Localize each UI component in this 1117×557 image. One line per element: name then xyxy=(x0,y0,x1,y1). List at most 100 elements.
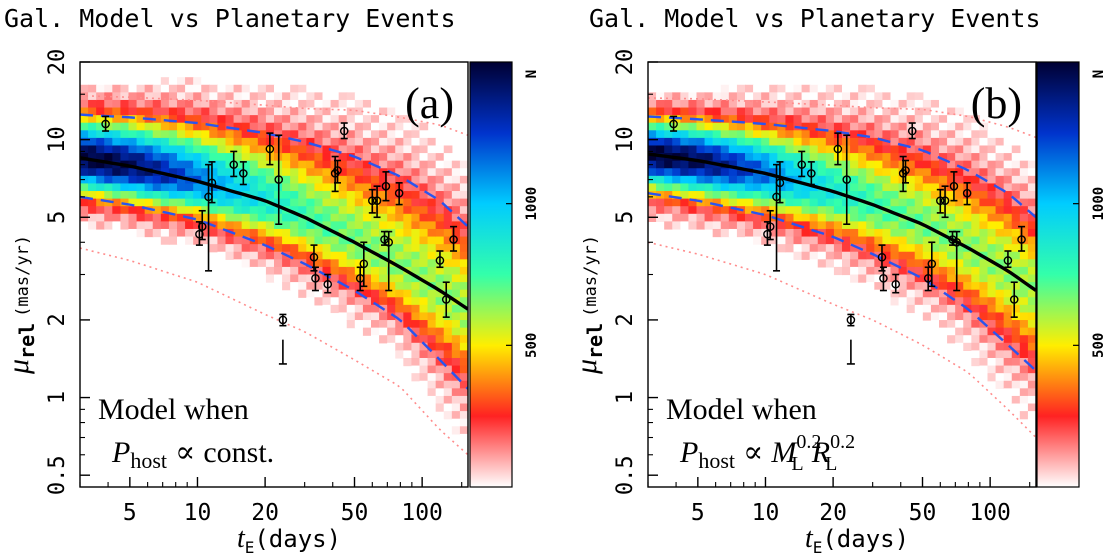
colorbar-gradient xyxy=(469,61,513,488)
event-marker xyxy=(333,166,342,175)
event-point xyxy=(833,132,843,166)
event-marker xyxy=(384,237,394,247)
chart-title: Gal. Model vs Planetary Events xyxy=(589,4,1041,33)
event-marker xyxy=(952,237,962,247)
event-point xyxy=(381,171,391,202)
x-tick-label: 5 xyxy=(123,500,137,526)
event-point xyxy=(807,161,816,186)
event-marker xyxy=(381,181,391,191)
event-point xyxy=(239,161,248,186)
event-point xyxy=(101,115,110,132)
event-point xyxy=(333,159,342,184)
x-tick-label: 100 xyxy=(401,500,443,526)
event-point xyxy=(907,122,917,140)
event-point xyxy=(441,281,451,318)
outer-band-lower xyxy=(648,241,1036,439)
event-point xyxy=(927,241,937,288)
event-marker xyxy=(309,252,319,262)
event-marker xyxy=(797,160,807,169)
x-axis-label: tE(days) xyxy=(237,523,341,557)
event-marker xyxy=(807,169,816,178)
x-tick-label: 100 xyxy=(969,500,1011,526)
model-annotation: Model when Phost ∝ M0.2 L R0.2 L xyxy=(666,393,855,475)
event-point xyxy=(367,188,377,214)
y-tick-label: 10 xyxy=(45,126,70,153)
x-tick-label: 20 xyxy=(251,500,279,526)
event-marker xyxy=(669,119,678,129)
event-point xyxy=(949,171,959,202)
annotation-line1: Model when xyxy=(666,393,817,426)
y-tick-label: 2 xyxy=(613,313,638,326)
y-tick-label: 10 xyxy=(613,126,638,153)
event-point xyxy=(359,241,369,288)
event-marker xyxy=(949,181,959,191)
event-marker xyxy=(339,126,349,136)
inner-band-upper xyxy=(648,115,1036,219)
x-tick-label: 10 xyxy=(752,500,780,526)
panel-label: (b) xyxy=(971,79,1022,128)
median-curve xyxy=(80,156,468,311)
annotation-formula: Phost ∝ const. xyxy=(111,436,274,473)
event-point xyxy=(765,209,775,241)
event-point xyxy=(891,273,901,294)
outer-band-upper xyxy=(80,94,468,136)
event-point xyxy=(449,225,458,252)
annotation-formula: Phost ∝ M0.2 L R0.2 L xyxy=(679,431,855,475)
density-heatmap xyxy=(80,77,468,443)
y-tick-label: 2 xyxy=(45,313,70,326)
event-point xyxy=(278,313,288,365)
event-point xyxy=(311,266,320,292)
event-point xyxy=(265,132,275,166)
x-tick-label: 5 xyxy=(691,500,705,526)
event-marker xyxy=(935,196,945,205)
y-axis-label: μrel(mas/yr) xyxy=(2,235,39,375)
event-marker xyxy=(278,315,288,325)
event-marker xyxy=(441,295,451,304)
event-marker xyxy=(394,188,404,198)
colorbar-tick-label: 1000 xyxy=(1091,187,1107,221)
y-axis: 0.5 1 2 5 10 20 xyxy=(613,49,658,495)
event-points xyxy=(101,115,458,365)
y-tick-label: 0.5 xyxy=(613,455,638,495)
y-tick-label: 1 xyxy=(613,391,638,404)
colorbar: 500 1000 N xyxy=(469,61,540,488)
y-tick-label: 5 xyxy=(45,211,70,224)
event-marker xyxy=(449,235,458,244)
event-marker xyxy=(274,175,284,184)
event-point xyxy=(879,266,888,292)
event-point xyxy=(339,122,349,140)
inner-band-lower xyxy=(80,195,468,390)
outer-band-lower xyxy=(80,247,468,456)
y-axis: 0.5 1 2 5 10 20 xyxy=(45,49,90,495)
event-marker xyxy=(435,256,445,265)
event-marker xyxy=(207,178,217,188)
event-marker xyxy=(775,178,785,188)
x-tick-label: 50 xyxy=(341,500,369,526)
x-tick-label: 20 xyxy=(819,500,847,526)
event-marker xyxy=(1009,295,1019,304)
event-point xyxy=(274,134,284,226)
event-point xyxy=(901,159,910,184)
event-point xyxy=(323,273,333,294)
event-point xyxy=(940,185,950,219)
event-marker xyxy=(891,279,901,289)
x-axis: 5 10 20 50 100 xyxy=(79,477,463,526)
event-marker xyxy=(1017,235,1026,244)
colorbar-label: N xyxy=(1091,70,1107,78)
event-point xyxy=(1003,250,1013,269)
event-marker xyxy=(962,188,972,198)
inner-band-upper xyxy=(80,113,468,228)
event-point xyxy=(842,134,852,226)
event-marker xyxy=(901,166,910,175)
formula-term: R xyxy=(811,436,830,469)
event-point xyxy=(669,115,678,132)
outer-band-upper xyxy=(648,97,1036,139)
event-marker xyxy=(907,126,917,136)
event-marker xyxy=(229,160,239,169)
event-marker xyxy=(846,315,856,325)
event-point xyxy=(229,150,239,178)
event-marker xyxy=(765,222,775,231)
event-point xyxy=(935,188,945,214)
event-point xyxy=(197,209,207,241)
